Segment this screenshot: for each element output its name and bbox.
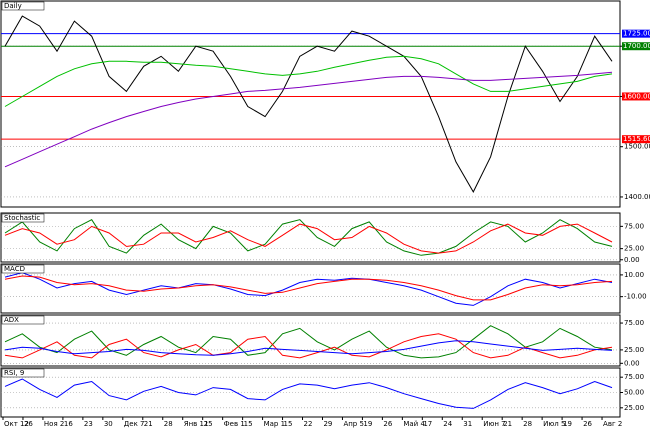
x-tick-label: Июн 7 bbox=[483, 420, 505, 428]
panel-title: Stochastic bbox=[4, 214, 40, 222]
panel-frame bbox=[0, 263, 621, 314]
panel-frame bbox=[0, 212, 621, 263]
x-tick-label: 25 bbox=[204, 420, 213, 428]
x-tick-label: 17 bbox=[423, 420, 432, 428]
y-tick-label: 0.00 bbox=[624, 256, 640, 264]
panel-title-bg bbox=[1, 315, 45, 325]
x-tick-label: Май 4 bbox=[403, 420, 425, 428]
x-tick-label: Дек 7 bbox=[124, 420, 145, 428]
panel-title: RSI, 9 bbox=[4, 369, 24, 377]
panel-frame bbox=[0, 0, 621, 208]
x-tick-label: 31 bbox=[463, 420, 472, 428]
series-line bbox=[4, 340, 613, 356]
x-tick-label: 16 bbox=[64, 420, 73, 428]
level-label: 1700.00 bbox=[623, 42, 650, 50]
x-tick-label: 21 bbox=[144, 420, 153, 428]
y-tick-label: 0.00 bbox=[624, 359, 640, 367]
x-tick-label: 26 bbox=[583, 420, 592, 428]
y-tick-label: 50.00 bbox=[624, 389, 644, 397]
x-tick-label: 21 bbox=[503, 420, 512, 428]
x-tick-label: 29 bbox=[323, 420, 332, 428]
x-tick-label: 19 bbox=[363, 420, 372, 428]
panel-title: ADX bbox=[4, 316, 19, 324]
panel-title-bg bbox=[1, 1, 45, 11]
x-tick-label: 30 bbox=[104, 420, 113, 428]
x-tick-label: Апр 5 bbox=[343, 420, 364, 428]
y-tick-label: 10.00 bbox=[624, 271, 644, 279]
x-tick-label: 15 bbox=[244, 420, 253, 428]
series-line bbox=[4, 333, 613, 359]
y-tick-label: 25.00 bbox=[624, 245, 644, 253]
x-tick-label: Янв 11 bbox=[184, 420, 209, 428]
x-tick-label: Авг 2 bbox=[603, 420, 622, 428]
series-line bbox=[4, 272, 613, 306]
panel-title-bg bbox=[1, 368, 45, 378]
panel-title: Daily bbox=[4, 2, 22, 10]
series-line bbox=[4, 219, 613, 256]
y-tick-label: 1500.00 bbox=[624, 143, 650, 151]
x-tick-label: Фев 1 bbox=[224, 420, 245, 428]
level-tag bbox=[622, 135, 650, 144]
panel-title: MACD bbox=[4, 265, 25, 273]
x-tick-label: Июл 5 bbox=[543, 420, 565, 428]
series-line bbox=[4, 378, 613, 409]
y-tick-label: 75.00 bbox=[624, 222, 644, 230]
y-tick-label: -10.00 bbox=[624, 293, 647, 301]
x-tick-label: 15 bbox=[284, 420, 293, 428]
level-label: 1600.00 bbox=[623, 92, 650, 100]
x-tick-label: Мар 1 bbox=[264, 420, 285, 428]
panel-frame bbox=[0, 314, 621, 367]
level-label: 1515.60 bbox=[623, 135, 650, 143]
x-tick-label: 26 bbox=[24, 420, 33, 428]
x-tick-label: 22 bbox=[304, 420, 313, 428]
y-tick-label: 25.00 bbox=[624, 404, 644, 412]
x-tick-label: Ноя 2 bbox=[44, 420, 64, 428]
x-tick-label: 19 bbox=[563, 420, 572, 428]
level-tag bbox=[622, 29, 650, 38]
y-tick-label: 25.00 bbox=[624, 346, 644, 354]
y-tick-label: 75.00 bbox=[624, 319, 644, 327]
level-tag bbox=[622, 42, 650, 51]
x-tick-label: 28 bbox=[164, 420, 173, 428]
x-tick-label: 28 bbox=[523, 420, 532, 428]
panel-title-bg bbox=[1, 213, 45, 223]
series-line bbox=[4, 15, 613, 193]
y-tick-label: 1400.00 bbox=[624, 193, 650, 201]
series-line bbox=[4, 71, 613, 168]
x-tick-label: 26 bbox=[383, 420, 392, 428]
x-tick-label: 23 bbox=[84, 420, 93, 428]
level-label: 1725.00 bbox=[623, 30, 650, 38]
panel-title-bg bbox=[1, 264, 45, 274]
series-line bbox=[4, 275, 613, 301]
y-tick-label: 75.00 bbox=[624, 373, 644, 381]
series-line bbox=[4, 55, 613, 107]
x-tick-label: Окт 12 bbox=[4, 420, 29, 428]
series-line bbox=[4, 223, 613, 254]
level-tag bbox=[622, 92, 650, 101]
x-tick-label: 24 bbox=[443, 420, 452, 428]
